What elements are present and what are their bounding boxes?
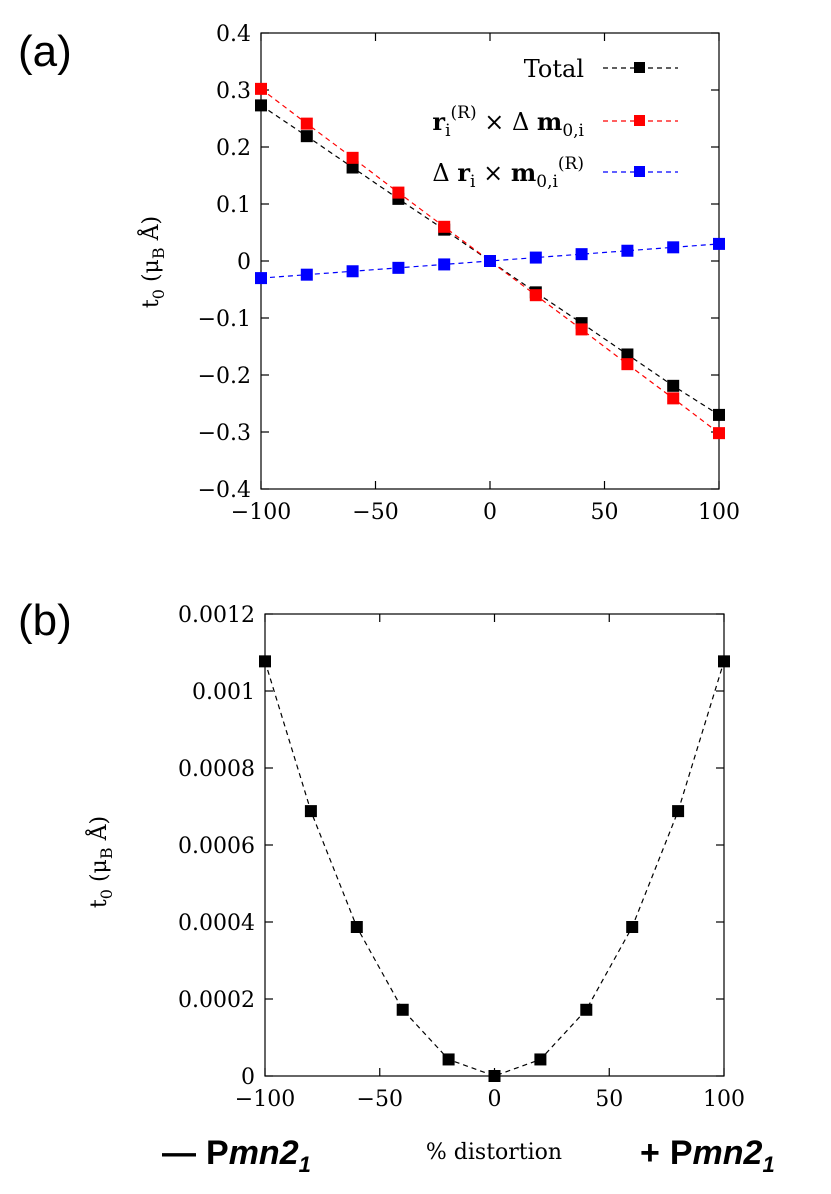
- series-2-point: [346, 265, 359, 278]
- y-tick-label: 0.2: [216, 136, 251, 161]
- series-0-point: [350, 921, 363, 934]
- legend-total-label: Total: [524, 55, 584, 83]
- series-1-point: [255, 82, 267, 95]
- x-tick-label: −50: [357, 1087, 403, 1112]
- panel-b-xlabel: % distortion: [426, 1140, 562, 1165]
- y-tick-label: 0.0002: [178, 988, 255, 1013]
- series-1-point: [667, 392, 680, 405]
- series-0-point: [259, 655, 271, 668]
- y-tick-label: 0: [237, 250, 251, 275]
- series-0-point: [300, 130, 313, 143]
- series-0-point: [626, 921, 639, 934]
- annotation-minus-pmn21: — Pmn21: [162, 1134, 311, 1177]
- series-1-point: [392, 186, 405, 199]
- series-line-0: [260, 104, 720, 416]
- x-tick-label: −50: [352, 500, 398, 525]
- series-0-point: [580, 1003, 593, 1016]
- y-tick-label: −0.2: [198, 364, 251, 389]
- series-1-point: [438, 220, 451, 233]
- series-line-1: [260, 88, 720, 434]
- panel-b-series: [259, 655, 730, 1082]
- series-2-point: [713, 237, 725, 250]
- x-tick-label: 0: [488, 1087, 502, 1112]
- x-tick-label: 100: [703, 1087, 745, 1112]
- panel-a-axes: −100 −50 0 50 100 0.4 0.3 0.2 0.1 0 −0.1 −0.2 −0.3 −0…: [198, 22, 740, 525]
- panel-a-legend: Total ri(R) × Δ m0,i Δ ri × m0,i(R): [432, 55, 678, 192]
- series-0-point: [718, 655, 730, 668]
- series-2-point: [300, 268, 313, 281]
- series-2-point: [438, 258, 451, 271]
- series-1-point: [529, 289, 542, 302]
- series-2-point: [255, 272, 267, 285]
- panel-a-label: (a): [18, 27, 72, 76]
- x-tick-label: 50: [591, 500, 619, 525]
- x-tick-label: −100: [231, 500, 291, 525]
- legend-total-marker: [634, 62, 645, 73]
- legend-blue-marker: [634, 166, 645, 177]
- annotation-plus-pmn21: + Pmn21: [640, 1134, 775, 1177]
- panel-a-ylabel: t0 (μB Å): [136, 216, 168, 308]
- legend-blue-label: Δ ri × m0,i(R): [432, 154, 584, 192]
- panel-a-series: [255, 82, 725, 440]
- legend-red-marker: [634, 115, 645, 126]
- y-tick-label: 0.4: [216, 22, 251, 47]
- series-0-point: [304, 805, 317, 818]
- series-2-point: [484, 255, 496, 267]
- y-tick-label: −0.3: [198, 421, 251, 446]
- series-1-point: [621, 358, 634, 371]
- series-1-point: [575, 323, 588, 336]
- panel-b-ylabel: t0 (μB Å): [84, 816, 116, 908]
- x-tick-label: 0: [483, 500, 497, 525]
- series-line-0: [264, 661, 725, 1077]
- series-0-point: [396, 1003, 409, 1016]
- series-0-point: [442, 1053, 455, 1066]
- series-2-point: [667, 241, 680, 254]
- series-2-point: [392, 261, 405, 274]
- series-0-point: [667, 379, 680, 392]
- series-1-point: [300, 117, 313, 130]
- series-0-point: [534, 1053, 547, 1066]
- y-tick-label: −0.4: [198, 478, 251, 503]
- legend-red-label: ri(R) × Δ m0,i: [432, 103, 584, 141]
- series-0-point: [621, 348, 634, 361]
- series-0-point: [713, 408, 725, 421]
- panel-a: (a) t0 (μB Å) −100 −50 0 50 100 0.4 0.3 0.2 0.1 0…: [18, 22, 740, 525]
- x-tick-label: 100: [698, 500, 740, 525]
- series-0-point: [346, 161, 359, 174]
- series-2-point: [575, 248, 588, 261]
- y-tick-label: 0.0006: [178, 834, 255, 859]
- y-tick-label: −0.1: [198, 307, 251, 332]
- y-tick-label: 0.0004: [178, 911, 255, 936]
- series-1-point: [346, 151, 359, 164]
- y-tick-label: 0.3: [216, 79, 251, 104]
- y-tick-label: 0.1: [216, 193, 251, 218]
- series-1-point: [713, 427, 725, 440]
- x-tick-label: 50: [595, 1087, 623, 1112]
- y-tick-label: 0.0012: [178, 603, 255, 628]
- panel-b-plot-frame: [264, 613, 725, 1077]
- panel-b-label: (b): [18, 596, 72, 645]
- panel-b: (b) t0 (μB Å) −100 −50 0 50 100 0.0012 0.001 0.…: [18, 596, 775, 1177]
- panel-b-axes: −100 −50 0 50 100 0.0012 0.001 0.0008 0.0006 0.00…: [178, 603, 745, 1112]
- series-0-point: [255, 99, 267, 112]
- series-2-point: [529, 251, 542, 264]
- x-tick-label: −100: [235, 1087, 295, 1112]
- y-tick-label: 0.0008: [178, 757, 255, 782]
- y-tick-label: 0.001: [192, 680, 255, 705]
- series-0-point: [488, 1070, 501, 1082]
- series-2-point: [621, 244, 634, 257]
- y-tick-label: 0: [241, 1065, 255, 1090]
- series-0-point: [672, 805, 685, 818]
